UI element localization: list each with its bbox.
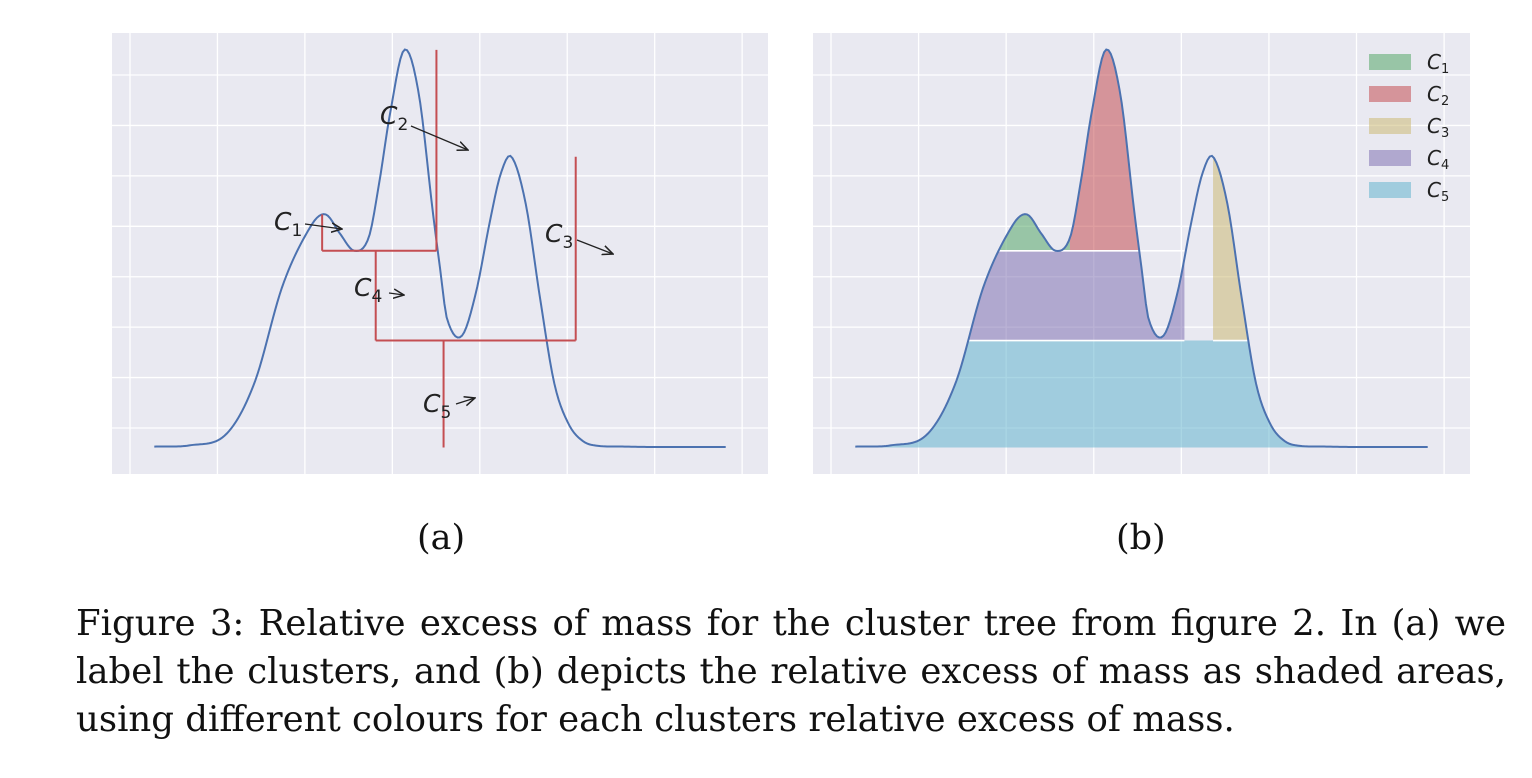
figure-canvas: C1 C2 C3 C4 C5 C1 C2 C3 C4 C5: [112, 33, 1470, 474]
cluster-label-c2: C2: [380, 101, 408, 135]
area-c5: [855, 340, 1428, 448]
panel-b-chart: C1 C2 C3 C4 C5: [813, 33, 1470, 474]
cluster-label-c4: C4: [354, 273, 382, 307]
cluster-arrow-c2: [410, 125, 468, 150]
legend-swatch-c2: [1369, 86, 1411, 102]
panel-a-label: (a): [417, 518, 466, 558]
density-curve: [154, 48, 726, 449]
cluster-arrow-c4: [388, 293, 404, 295]
cluster-label-c3: C3: [545, 219, 573, 253]
cluster-label-c1: C1: [274, 207, 302, 241]
legend-label-c2: C2: [1427, 82, 1449, 109]
cluster-arrow-c5: [455, 398, 475, 404]
cluster-arrow-c1: [304, 224, 342, 229]
legend: C1 C2 C3 C4 C5: [1369, 50, 1449, 205]
legend-label-c5: C5: [1427, 178, 1449, 205]
legend-swatch-c1: [1369, 54, 1411, 70]
cluster-arrow-c3: [576, 239, 613, 254]
legend-label-c3: C3: [1427, 114, 1449, 141]
area-c3: [1213, 156, 1249, 341]
figure-caption: Figure 3: Relative excess of mass for th…: [76, 603, 1506, 740]
legend-swatch-c5: [1369, 182, 1411, 198]
legend-label-c4: C4: [1427, 146, 1449, 173]
legend-swatch-c3: [1369, 118, 1411, 134]
density-curve: [855, 48, 1428, 449]
area-c1: [998, 214, 1070, 251]
legend-swatch-c4: [1369, 150, 1411, 166]
panel-b-label: (b): [1116, 518, 1166, 558]
area-c4: [968, 250, 1185, 341]
panel-a-chart: C1 C2 C3 C4 C5: [112, 33, 768, 474]
axes-background: [112, 33, 768, 474]
legend-label-c1: C1: [1427, 50, 1449, 77]
cluster-label-c5: C5: [423, 389, 451, 423]
